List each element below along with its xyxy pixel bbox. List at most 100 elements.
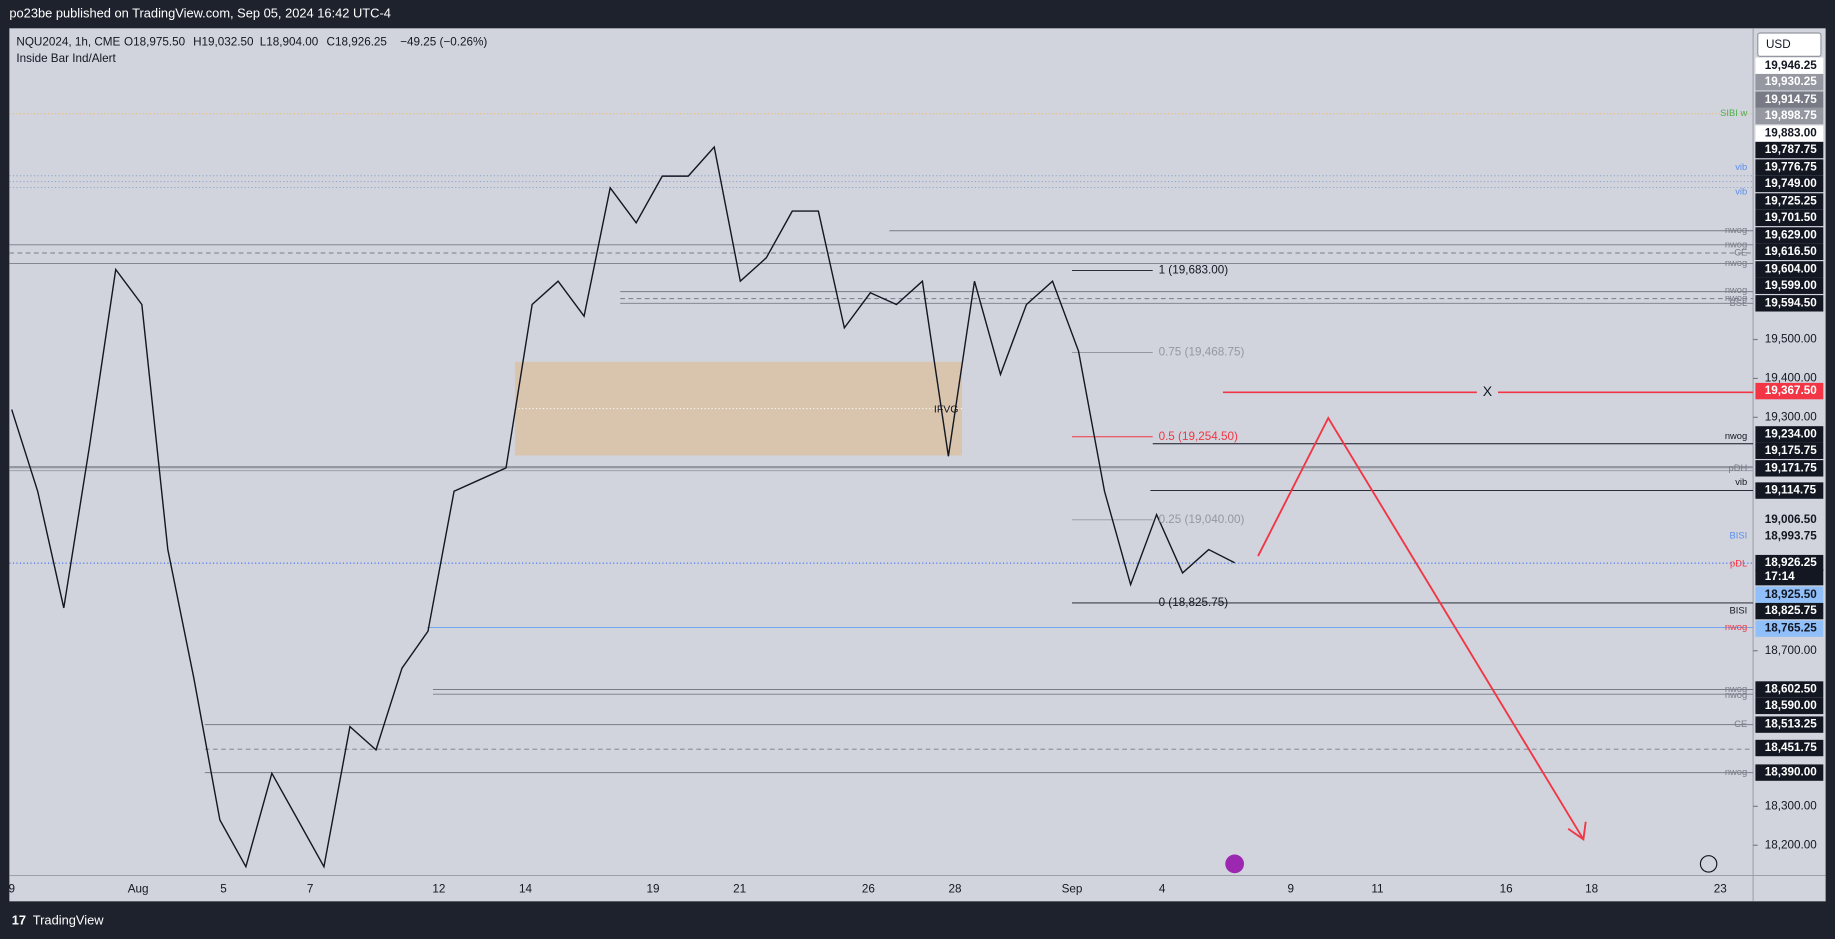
publisher: po23be published on TradingView.com, Sep…: [9, 6, 391, 21]
price-label-box: [1755, 243, 1824, 261]
fib-label: 0.75 (19,468.75): [1159, 346, 1245, 359]
price-label: 19,787.75: [1765, 143, 1817, 156]
price-label: 19,701.50: [1765, 211, 1817, 224]
price-label-box: [1755, 482, 1824, 499]
fib-label: 0 (18,825.75): [1159, 596, 1229, 609]
legend-symbol: NQU2024, 1h, CME: [16, 35, 120, 48]
y-tick-label: 19,400.00: [1765, 372, 1817, 385]
price-label: 17:14: [1765, 570, 1795, 583]
price-label-box: [1755, 209, 1824, 227]
price-label: 18,925.50: [1765, 588, 1817, 601]
price-label-box: [1755, 739, 1824, 757]
legend-change: −49.25 (−0.26%): [400, 35, 487, 48]
x-tick-label: 7: [307, 883, 314, 896]
level-tag: pDL: [1730, 559, 1747, 569]
price-label-box: [1755, 261, 1824, 278]
y-tick-label: 18,700.00: [1765, 644, 1817, 657]
price-label: 19,930.25: [1765, 75, 1817, 88]
price-label: 18,513.25: [1765, 718, 1817, 731]
price-label-box: [1755, 107, 1824, 125]
price-label-box: [1755, 442, 1824, 459]
price-label: 19,616.50: [1765, 245, 1817, 258]
x-tick-label: Sep: [1062, 883, 1083, 896]
level-tag: nwog: [1725, 239, 1747, 249]
price-label: 18,825.75: [1765, 604, 1817, 617]
level-tag: nwog: [1725, 767, 1747, 777]
target-label: X: [1483, 383, 1493, 399]
price-label-box: [1755, 295, 1824, 312]
x-tick-label: 23: [1714, 883, 1727, 896]
price-label: 18,590.00: [1765, 699, 1817, 712]
clock-icon[interactable]: [1699, 855, 1718, 873]
price-label-box: [1755, 175, 1824, 193]
price-label: 19,599.00: [1765, 279, 1817, 292]
price-label: 19,594.50: [1765, 296, 1817, 309]
price-label-box: [1755, 460, 1824, 477]
price-label-box: [1755, 681, 1824, 698]
level-tag: SIBI w: [1720, 108, 1747, 118]
price-label: 19,367.50: [1765, 384, 1817, 397]
price-label: 18,926.25: [1765, 556, 1817, 569]
price-label: 18,765.25: [1765, 622, 1817, 635]
projection-arrow: [1257, 416, 1585, 840]
x-tick-label: Aug: [128, 883, 149, 896]
y-tick-label: 19,300.00: [1765, 410, 1817, 423]
level-tag: BISI: [1730, 606, 1748, 616]
price-label-box: [1755, 602, 1824, 620]
price-label-box: [1755, 73, 1824, 91]
legend-open: O18,975.50: [124, 35, 186, 48]
x-tick-label: 26: [862, 883, 875, 896]
level-tag: CE: [1734, 719, 1747, 729]
currency: USD: [1766, 38, 1791, 51]
price-label: 19,175.75: [1765, 444, 1817, 457]
level-tag: vib: [1735, 477, 1747, 487]
price-label-box: [1755, 716, 1824, 733]
price-label: 18,451.75: [1765, 741, 1817, 754]
price-label-box: [1755, 382, 1824, 400]
y-tick-label: 18,300.00: [1765, 799, 1817, 812]
x-tick-label: 21: [733, 883, 746, 896]
price-label-box: [1755, 568, 1824, 586]
chart-area: [9, 28, 1826, 902]
arrow-head: [1567, 821, 1587, 841]
legend-high: H19,032.50: [193, 35, 254, 48]
price-label: 18,993.75: [1765, 529, 1817, 542]
level-tag: nwog: [1725, 285, 1747, 295]
price-label-box: [1755, 426, 1824, 443]
x-tick-label: 28: [948, 883, 961, 896]
level-tag: nwog: [1725, 258, 1747, 268]
x-tick-label: 12: [432, 883, 445, 896]
level-tag: nwog: [1725, 225, 1747, 235]
price-label: 19,776.75: [1765, 161, 1817, 174]
price-label: 19,006.50: [1765, 513, 1817, 526]
y-tick-label: 18,200.00: [1765, 838, 1817, 851]
currency-box[interactable]: [1757, 32, 1822, 57]
price-label-box: [1755, 764, 1824, 781]
price-label-box: [1755, 91, 1824, 108]
price-label: 19,171.75: [1765, 461, 1817, 474]
legend-close: C18,926.25: [327, 35, 388, 48]
y-tick-label: 19,500.00: [1765, 333, 1817, 346]
price-label: 19,604.00: [1765, 262, 1817, 275]
price-label: 18,390.00: [1765, 766, 1817, 779]
x-tick-label: 18: [1585, 883, 1598, 896]
price-label-box: [1755, 141, 1824, 159]
price-label-box: [1755, 697, 1824, 715]
level-tag: pDH: [1728, 463, 1747, 473]
levels: [9, 113, 1754, 774]
price-label: 18,602.50: [1765, 683, 1817, 696]
brand: TradingView: [33, 913, 104, 928]
price-label-box: [1755, 159, 1824, 176]
brand-logo: 17: [12, 913, 26, 928]
price-label: 19,114.75: [1765, 484, 1817, 497]
price-label-box: [1755, 57, 1824, 74]
price-label-box: [1755, 227, 1824, 244]
x-tick-label: 16: [1500, 883, 1513, 896]
x-tick-label: 14: [519, 883, 533, 896]
event-icon[interactable]: [1225, 854, 1245, 874]
price-label: 19,946.25: [1765, 59, 1817, 72]
x-tick-label: 19: [647, 883, 660, 896]
x-tick-label: 9: [8, 883, 15, 896]
